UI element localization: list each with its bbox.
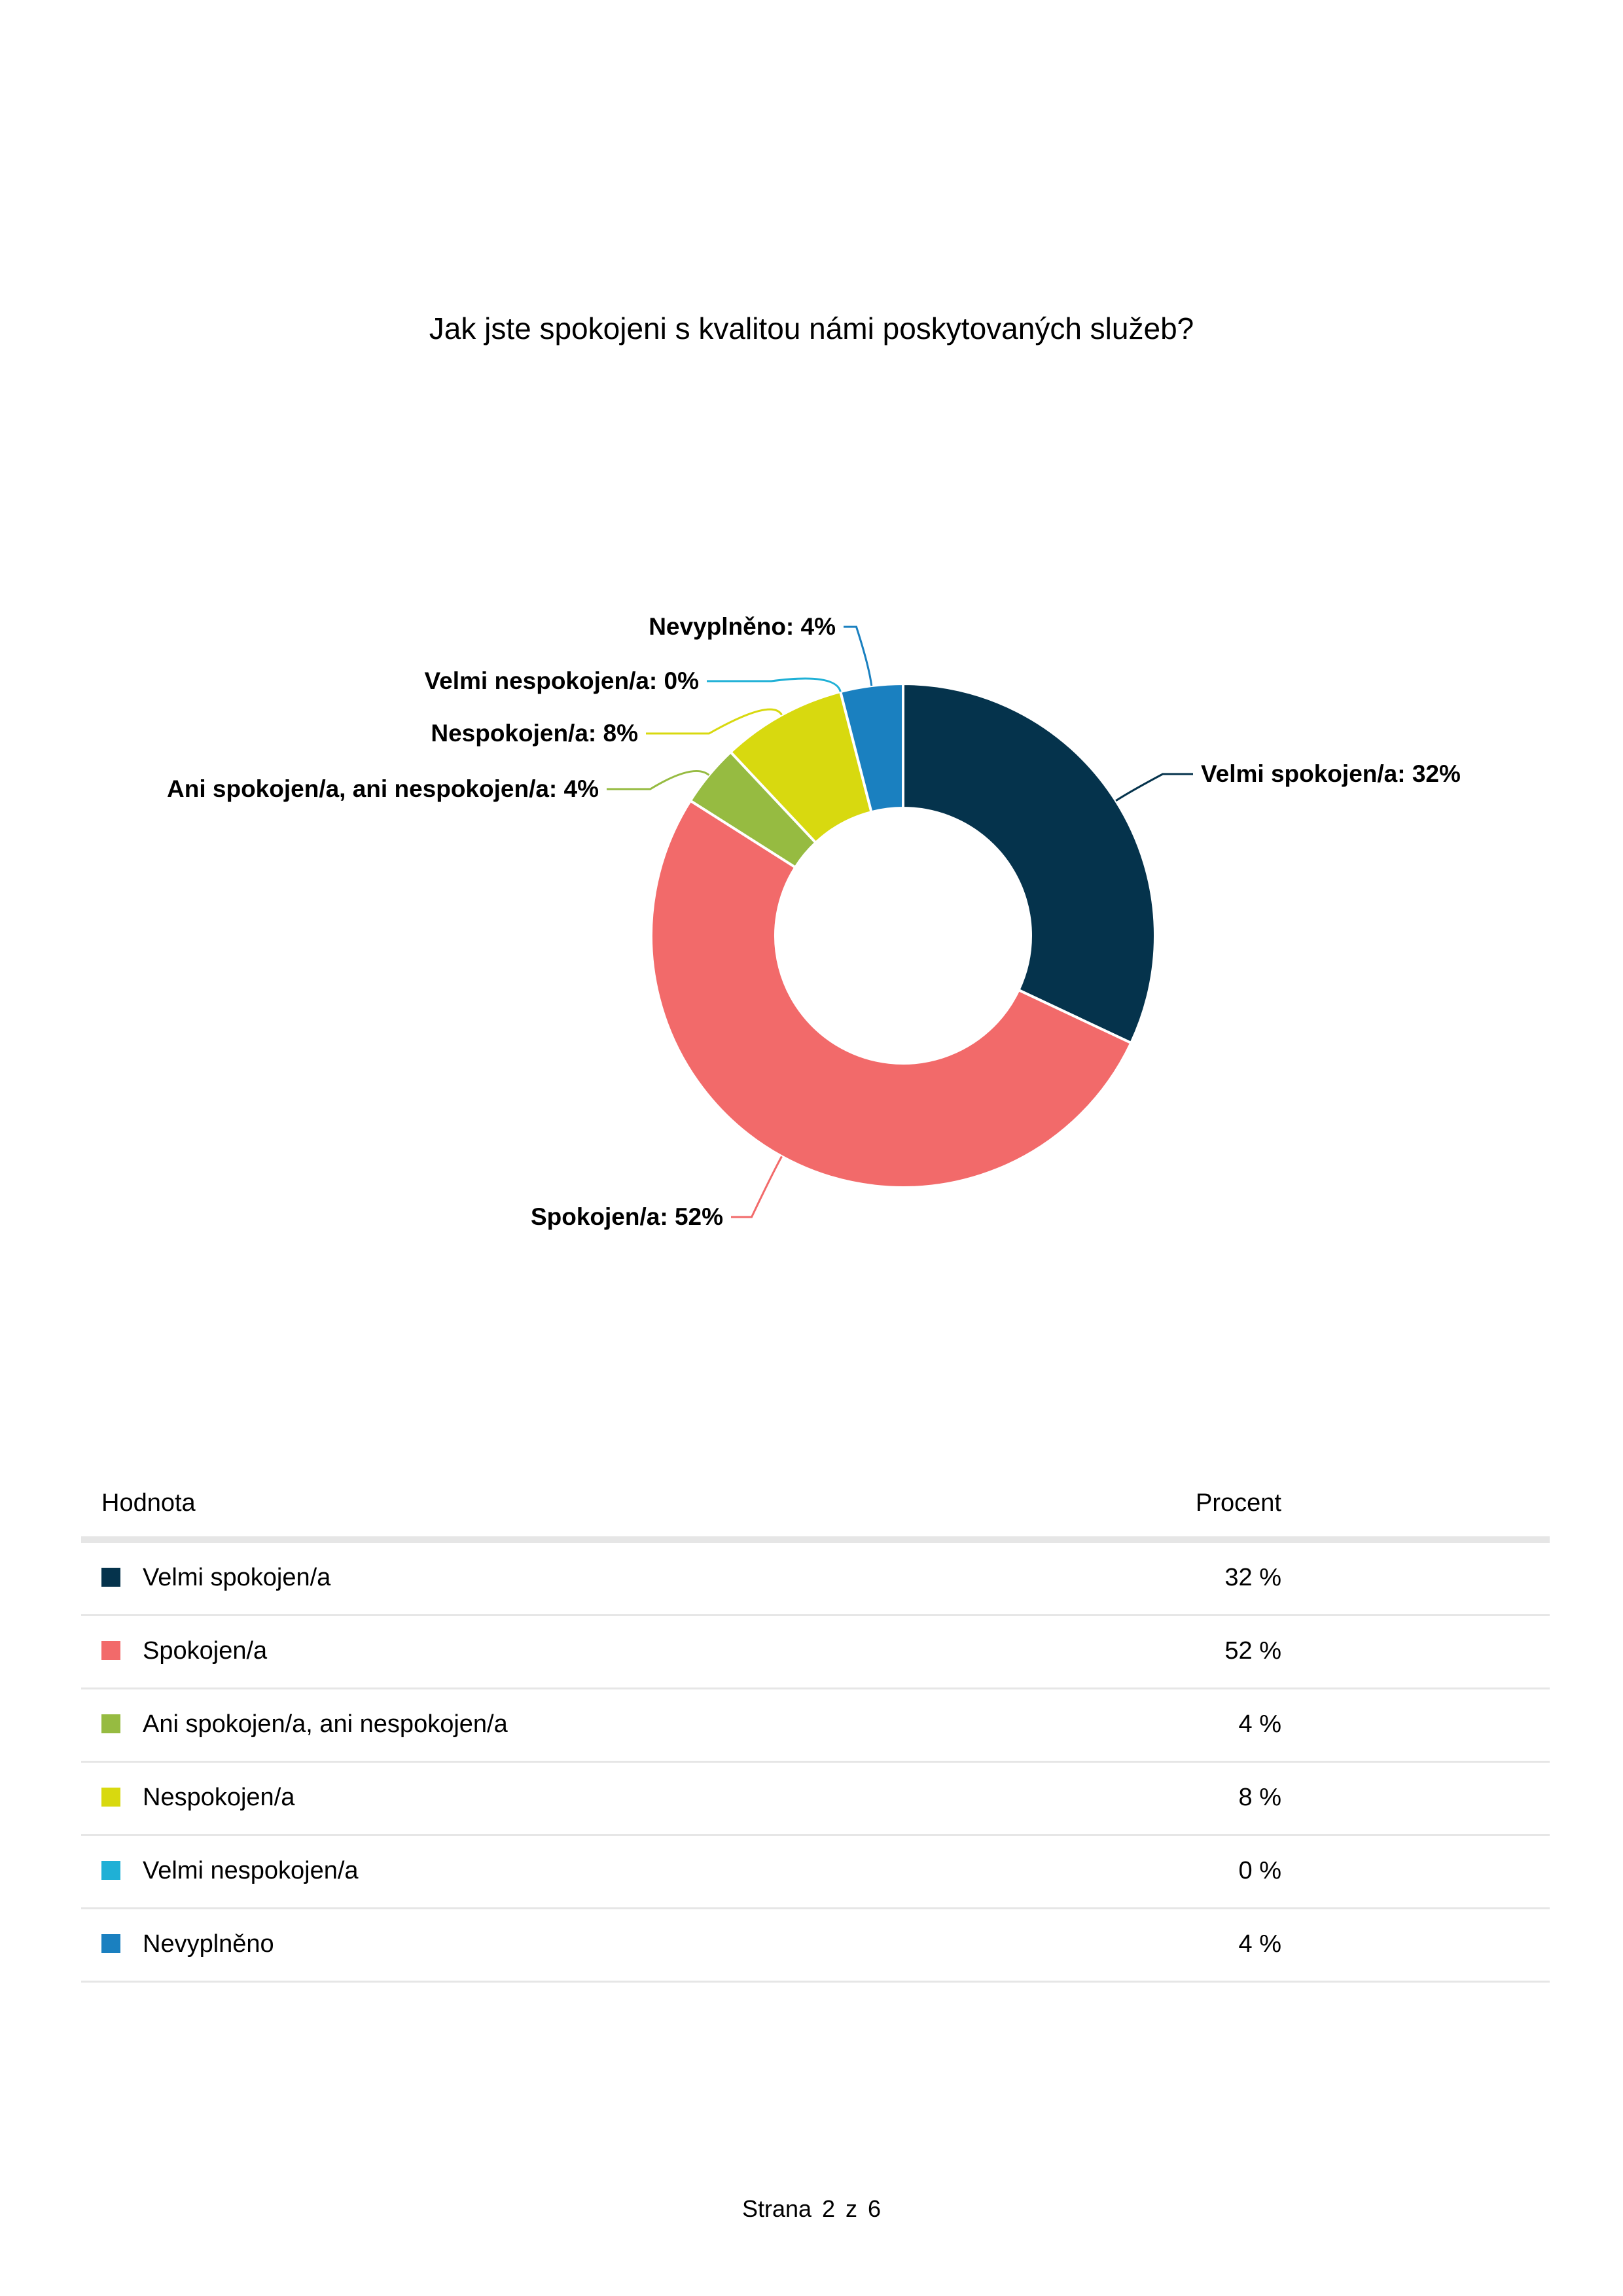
results-table: Hodnota Procent Velmi spokojen/a 32 % Sp…	[81, 1474, 1550, 1983]
data-label: Spokojen/a: 52%	[531, 1203, 723, 1230]
pie-slice	[650, 798, 1133, 1189]
leader-line	[731, 1156, 783, 1218]
pie-slice	[838, 682, 904, 814]
leader-line	[646, 708, 783, 735]
header-percent: Procent	[1196, 1489, 1281, 1517]
pie-slice	[902, 682, 1156, 1045]
row-label: Nespokojen/a	[143, 1784, 295, 1811]
data-label: Nevyplněno: 4%	[649, 613, 836, 640]
page-footer: Strana 2 z 6	[741, 2195, 882, 2222]
legend-swatch	[101, 1861, 120, 1880]
row-percent: 8 %	[1238, 1784, 1281, 1811]
table-row: Velmi spokojen/a 32 %	[81, 1543, 1550, 1616]
legend-swatch	[101, 1788, 120, 1807]
legend-swatch	[101, 1641, 120, 1660]
leader-line	[1115, 773, 1193, 802]
row-percent: 0 %	[1238, 1857, 1281, 1884]
row-label: Velmi spokojen/a	[143, 1564, 331, 1591]
leader-line	[607, 770, 710, 790]
legend-swatch	[101, 1934, 120, 1953]
row-label: Nevyplněno	[143, 1930, 274, 1958]
row-percent: 4 %	[1238, 1710, 1281, 1738]
legend-swatch	[101, 1568, 120, 1587]
data-label: Nespokojen/a: 8%	[431, 720, 638, 747]
data-label: Velmi spokojen/a: 32%	[1201, 760, 1461, 787]
row-label: Ani spokojen/a, ani nespokojen/a	[143, 1710, 508, 1738]
row-percent: 4 %	[1238, 1930, 1281, 1958]
row-percent: 32 %	[1224, 1564, 1281, 1591]
row-label: Velmi nespokojen/a	[143, 1857, 359, 1884]
row-percent: 52 %	[1224, 1637, 1281, 1665]
data-label: Ani spokojen/a, ani nespokojen/a: 4%	[167, 775, 599, 802]
row-label: Spokojen/a	[143, 1637, 268, 1665]
table-header: Hodnota Procent	[81, 1474, 1550, 1543]
leader-line	[707, 677, 842, 692]
donut-chart: Velmi spokojen/a: 32% Spokojen/a: 52% Ani …	[167, 613, 1461, 1230]
table-row: Spokojen/a 52 %	[81, 1616, 1550, 1689]
data-label: Velmi nespokojen/a: 0%	[425, 667, 699, 694]
table-row: Ani spokojen/a, ani nespokojen/a 4 %	[81, 1689, 1550, 1763]
table-row: Nespokojen/a 8 %	[81, 1763, 1550, 1836]
legend-swatch	[101, 1714, 120, 1733]
header-value: Hodnota	[101, 1489, 196, 1517]
table-row: Nevyplněno 4 %	[81, 1909, 1550, 1983]
table-row: Velmi nespokojen/a 0 %	[81, 1836, 1550, 1909]
leader-line	[844, 626, 873, 686]
chart-title: Jak jste spokojeni s kvalitou námi posky…	[429, 311, 1194, 345]
